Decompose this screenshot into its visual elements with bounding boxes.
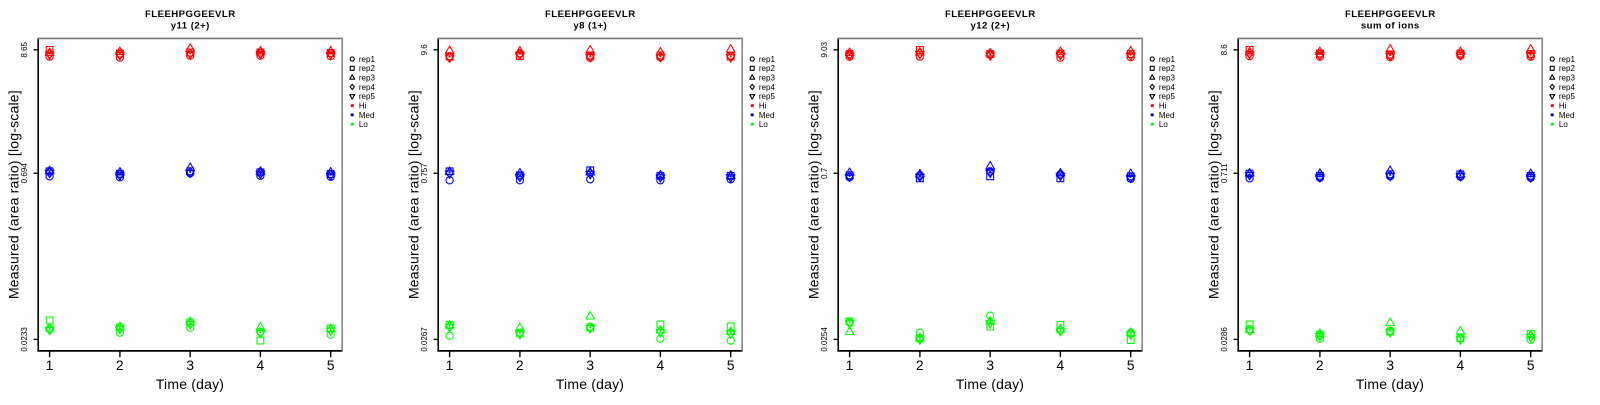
svg-text:Lo: Lo [1559,120,1568,129]
svg-text:Lo: Lo [759,120,768,129]
svg-text:0.7: 0.7 [820,167,829,179]
svg-text:2: 2 [516,357,524,373]
svg-text:9.6: 9.6 [420,44,429,56]
svg-text:Hi: Hi [359,102,367,111]
svg-text:Med: Med [1159,111,1175,120]
svg-text:1: 1 [1246,357,1254,373]
svg-text:2: 2 [916,357,924,373]
svg-text:rep3: rep3 [1159,74,1176,83]
svg-text:Time (day): Time (day) [1356,376,1424,392]
svg-text:Lo: Lo [359,120,368,129]
svg-text:rep4: rep4 [759,83,776,92]
svg-text:1: 1 [846,357,854,373]
svg-text:rep5: rep5 [1159,92,1176,101]
svg-text:1: 1 [46,357,54,373]
svg-text:2: 2 [116,357,124,373]
svg-text:5: 5 [727,357,735,373]
svg-text:4: 4 [1056,357,1064,373]
svg-text:8.65: 8.65 [20,41,29,57]
svg-text:y12 (2+): y12 (2+) [970,20,1010,31]
svg-text:5: 5 [327,357,335,373]
svg-text:4: 4 [256,357,264,373]
svg-text:Measured (area ratio) [log-sca: Measured (area ratio) [log-scale] [6,90,22,299]
svg-text:0.0254: 0.0254 [820,327,829,352]
svg-text:rep4: rep4 [359,83,376,92]
svg-text:3: 3 [1386,357,1394,373]
svg-text:0.711: 0.711 [1220,163,1229,183]
svg-text:rep2: rep2 [359,64,376,73]
svg-text:FLEEHPGGEEVLR: FLEEHPGGEEVLR [545,9,636,20]
svg-text:Hi: Hi [759,102,767,111]
svg-text:0.757: 0.757 [420,163,429,184]
svg-text:Time (day): Time (day) [156,376,224,392]
svg-text:Lo: Lo [1159,120,1168,129]
svg-text:rep2: rep2 [1559,64,1576,73]
svg-text:rep1: rep1 [1559,55,1576,64]
svg-text:rep1: rep1 [359,55,376,64]
svg-text:0.694: 0.694 [20,163,29,184]
svg-text:rep2: rep2 [1159,64,1176,73]
svg-text:rep4: rep4 [1159,83,1176,92]
svg-text:Measured (area ratio) [log-sca: Measured (area ratio) [log-scale] [806,90,822,299]
svg-text:y11 (2+): y11 (2+) [171,20,210,31]
svg-text:Hi: Hi [1159,102,1167,111]
svg-text:rep1: rep1 [759,55,776,64]
svg-text:9.03: 9.03 [820,41,829,57]
svg-text:rep5: rep5 [1559,92,1576,101]
svg-text:rep4: rep4 [1559,83,1576,92]
svg-text:rep1: rep1 [1159,55,1176,64]
svg-text:Med: Med [1559,111,1575,120]
svg-text:rep3: rep3 [1559,74,1576,83]
svg-text:Time (day): Time (day) [956,376,1024,392]
svg-text:5: 5 [1127,357,1135,373]
svg-text:FLEEHPGGEEVLR: FLEEHPGGEEVLR [945,9,1036,20]
svg-text:FLEEHPGGEEVLR: FLEEHPGGEEVLR [1345,9,1436,20]
svg-text:8.6: 8.6 [1220,44,1229,56]
svg-text:Med: Med [759,111,775,120]
svg-text:FLEEHPGGEEVLR: FLEEHPGGEEVLR [145,9,236,20]
svg-text:Time (day): Time (day) [556,376,624,392]
svg-text:5: 5 [1527,357,1535,373]
svg-text:3: 3 [986,357,994,373]
svg-text:rep2: rep2 [759,64,776,73]
svg-text:Measured (area ratio) [log-sca: Measured (area ratio) [log-scale] [1206,90,1222,299]
svg-text:rep5: rep5 [359,92,376,101]
svg-text:3: 3 [586,357,594,373]
svg-text:Measured (area ratio) [log-sca: Measured (area ratio) [log-scale] [406,90,422,299]
svg-text:1: 1 [446,357,454,373]
svg-text:0.0233: 0.0233 [20,327,29,352]
svg-text:4: 4 [656,357,664,373]
svg-text:y8 (1+): y8 (1+) [573,20,607,31]
svg-text:Med: Med [359,111,375,120]
svg-text:4: 4 [1456,357,1464,373]
svg-text:rep5: rep5 [759,92,776,101]
svg-text:rep3: rep3 [759,74,776,83]
svg-text:0.0286: 0.0286 [1220,327,1229,352]
svg-text:rep3: rep3 [359,74,376,83]
svg-text:Hi: Hi [1559,102,1567,111]
svg-text:sum of ions: sum of ions [1361,20,1420,31]
svg-text:3: 3 [186,357,194,373]
svg-text:0.0267: 0.0267 [420,327,429,352]
svg-text:2: 2 [1316,357,1324,373]
